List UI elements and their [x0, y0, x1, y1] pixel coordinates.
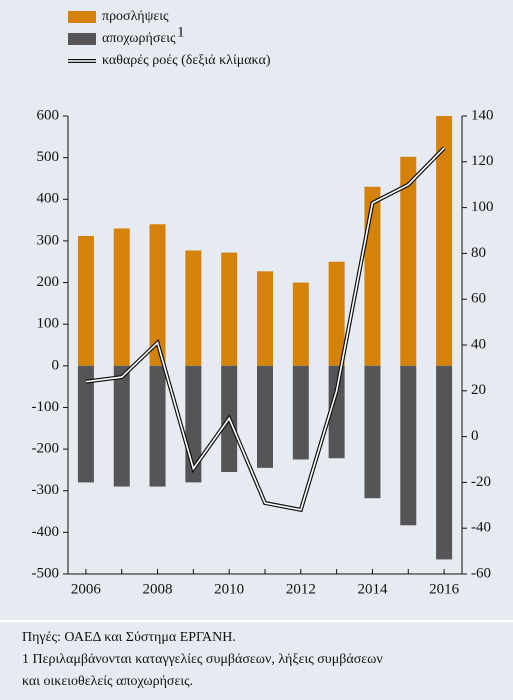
- y-tick-label: -400: [32, 524, 60, 540]
- bar: [149, 224, 166, 366]
- bar: [292, 282, 309, 366]
- legend-swatch: [68, 33, 96, 45]
- bar: [77, 235, 94, 366]
- x-tick-label: 2016: [429, 581, 460, 597]
- x-tick-label: 2010: [214, 581, 244, 597]
- y2-tick-label: -40: [471, 520, 491, 536]
- y-tick-label: 200: [37, 274, 60, 290]
- bar: [185, 250, 202, 366]
- bar: [77, 365, 94, 483]
- legend-label: αποχωρήσεις: [102, 31, 176, 46]
- y2-tick-label: 100: [471, 199, 494, 215]
- bar: [292, 365, 309, 460]
- x-tick-label: 2012: [286, 581, 316, 597]
- y2-tick-label: -20: [471, 474, 491, 490]
- legend-swatch: [68, 11, 96, 23]
- x-tick-label: 2006: [71, 581, 102, 597]
- bar: [400, 365, 417, 526]
- legend-label: καθαρές ροές (δεξιά κλίμακα): [102, 53, 271, 68]
- y2-tick-label: 140: [471, 107, 494, 123]
- y2-tick-label: 20: [471, 382, 486, 398]
- y-tick-label: 400: [37, 191, 60, 207]
- y-tick-label: -200: [32, 441, 60, 457]
- y2-tick-label: 80: [471, 245, 486, 261]
- y2-tick-label: 120: [471, 153, 494, 169]
- bar: [113, 365, 130, 487]
- bar: [257, 271, 273, 366]
- y-tick-label: 600: [37, 107, 60, 123]
- bar: [328, 365, 345, 459]
- legend-label: προσλήψεις: [102, 9, 169, 24]
- bar: [436, 365, 453, 560]
- bar: [400, 156, 417, 366]
- y2-tick-label: 0: [471, 428, 479, 444]
- bar: [328, 261, 345, 366]
- legend-note-mark: 1: [177, 24, 185, 40]
- y2-tick-label: 60: [471, 291, 486, 307]
- note: Πηγές: ΟΑΕΔ και Σύστημα ΕΡΓΑΝΗ.: [22, 630, 236, 645]
- y-tick-label: 100: [37, 316, 60, 332]
- bar: [221, 252, 238, 366]
- x-tick-label: 2014: [357, 581, 388, 597]
- y2-tick-label: 40: [471, 336, 486, 352]
- note: και οικειοθελείς αποχωρήσεις.: [22, 674, 193, 689]
- y-tick-label: 300: [37, 232, 60, 248]
- y-tick-label: -500: [32, 565, 60, 581]
- y-tick-label: -300: [32, 482, 60, 498]
- y2-tick-label: -60: [471, 565, 491, 581]
- y-tick-label: 0: [52, 357, 60, 373]
- bar: [149, 365, 166, 487]
- bar: [436, 116, 453, 366]
- note: 1 Περιλαμβάνονται καταγγελίες συμβάσεων,…: [22, 652, 383, 667]
- y-tick-label: -100: [32, 399, 60, 415]
- bar: [257, 365, 273, 468]
- bar: [364, 365, 381, 499]
- net-flow-line-inner: [85, 147, 445, 511]
- y-tick-label: 500: [37, 149, 60, 165]
- x-tick-label: 2008: [143, 581, 173, 597]
- bar: [113, 228, 130, 366]
